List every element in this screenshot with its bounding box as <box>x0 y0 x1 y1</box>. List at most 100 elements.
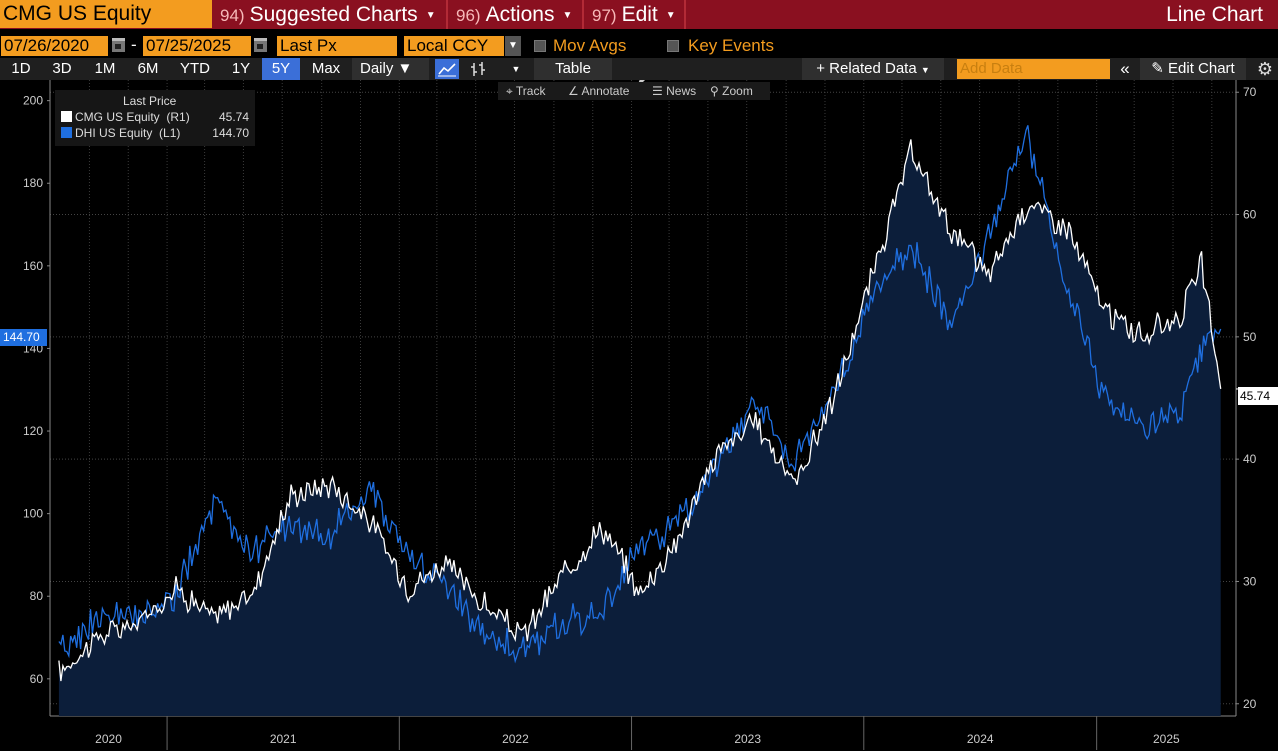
year-label: 2023 <box>734 732 761 746</box>
key-events-label[interactable]: Key Events <box>688 36 774 55</box>
range-1m-button[interactable]: 1M <box>94 60 116 77</box>
magnifier-icon: ⚲ <box>710 84 719 98</box>
chart-legend[interactable]: Last Price CMG US Equity (R1) 45.74 DHI … <box>55 90 255 146</box>
edit-chart-button[interactable]: ✎ Edit Chart <box>1140 58 1246 80</box>
chart-kind-label: Line Chart <box>1166 3 1263 26</box>
menu-label: Actions <box>485 3 555 26</box>
legend-title: Last Price <box>123 94 177 108</box>
actions-menu[interactable]: 96) Actions ▼ <box>448 0 582 29</box>
left-tick-label: 180 <box>23 176 43 190</box>
crosshair-icon: ⌖ <box>506 84 513 98</box>
news-icon: ☰ <box>652 84 663 98</box>
calendar-icon[interactable] <box>112 38 125 52</box>
start-date-field[interactable]: 07/26/2020 <box>1 36 108 56</box>
chevron-down-icon[interactable]: ▼ <box>505 36 521 56</box>
track-tool[interactable]: ⌖ Track <box>502 82 545 100</box>
left-tick-label: 160 <box>23 259 43 273</box>
pencil-icon: ✎ <box>1151 60 1164 77</box>
related-data-dropdown[interactable]: + Related Data ▼ <box>802 58 944 80</box>
year-label: 2024 <box>967 732 994 746</box>
left-tick-label: 100 <box>23 507 43 521</box>
menu-number: 96) <box>456 6 481 25</box>
suggested-charts-menu[interactable]: 94) Suggested Charts ▼ <box>212 0 446 29</box>
menu-number: 97) <box>592 6 617 25</box>
range-5y-button[interactable]: 5Y <box>262 58 300 80</box>
year-label: 2022 <box>502 732 529 746</box>
mov-avgs-checkbox[interactable] <box>534 40 546 52</box>
year-label: 2025 <box>1153 732 1180 746</box>
mov-avgs-label[interactable]: Mov Avgs <box>553 36 627 55</box>
menu-label: Edit <box>621 3 658 26</box>
table-button[interactable]: Table <box>534 58 612 80</box>
legend-series-name: DHI US Equity (L1) <box>75 126 181 140</box>
annotate-label: Annotate <box>581 84 630 98</box>
dhi-last-price-tag: 144.70 <box>0 329 47 346</box>
range-1y-button[interactable]: 1Y <box>231 60 251 77</box>
left-tick-label: 200 <box>23 94 43 108</box>
legend-swatch <box>61 127 72 138</box>
divider <box>582 0 584 29</box>
left-tick-label: 80 <box>30 589 44 603</box>
legend-row-cmg: CMG US Equity (R1) <box>61 110 190 124</box>
date-row: 07/26/2020 - 07/25/2025 Last Px Local CC… <box>0 33 1278 84</box>
chart-tools-bar: ⌖ Track ∠ Annotate ☰ News ⚲ Zoom <box>498 82 770 100</box>
annotate-tool[interactable]: ∠ Annotate <box>564 82 629 100</box>
gear-icon[interactable]: ⚙ <box>1256 59 1273 79</box>
key-events-checkbox[interactable] <box>667 40 679 52</box>
range-6m-button[interactable]: 6M <box>137 60 159 77</box>
left-tick-label: 120 <box>23 424 43 438</box>
frequency-dropdown[interactable]: Daily ▼ <box>352 58 429 80</box>
cmg-last-price-tag: 45.74 <box>1238 387 1278 405</box>
plus-icon: + <box>816 60 825 77</box>
ticker-input[interactable]: CMG US Equity <box>0 0 212 28</box>
news-label: News <box>666 84 697 98</box>
end-date-field[interactable]: 07/25/2025 <box>143 36 251 56</box>
cmg-area-fill <box>58 139 1221 716</box>
zoom-tool[interactable]: ⚲ Zoom <box>706 82 753 100</box>
currency-selector[interactable]: Local CCY <box>404 36 504 56</box>
news-tool[interactable]: ☰ News <box>648 82 696 100</box>
caret-down-icon: ▼ <box>397 60 413 77</box>
cmg-series-line <box>58 139 1222 682</box>
menu-number: 94) <box>220 6 245 25</box>
title-bar: CMG US Equity 94) Suggested Charts ▼ 96) Ac… <box>0 0 1278 29</box>
calendar-icon[interactable] <box>254 38 267 52</box>
left-tick-label: 60 <box>30 672 44 686</box>
bar-chart-icon[interactable] <box>466 59 490 79</box>
track-label: Track <box>515 84 546 98</box>
right-tick-label: 20 <box>1243 697 1257 711</box>
range-1d-button[interactable]: 1D <box>11 60 31 77</box>
caret-down-icon: ▼ <box>665 10 676 21</box>
collapse-chevron-icon[interactable]: « <box>1120 59 1130 78</box>
range-3d-button[interactable]: 3D <box>52 60 72 77</box>
year-label: 2021 <box>270 732 297 746</box>
right-tick-label: 70 <box>1243 85 1257 99</box>
chevron-down-icon[interactable]: ▼ <box>511 64 521 74</box>
line-chart-icon[interactable] <box>435 59 459 79</box>
range-max-button[interactable]: Max <box>311 60 341 77</box>
caret-down-icon: ▼ <box>425 10 436 21</box>
add-data-input[interactable]: Add Data <box>957 59 1110 79</box>
frequency-label: Daily <box>360 60 394 77</box>
related-data-label: Related Data <box>829 60 917 77</box>
year-label: 2020 <box>95 732 122 746</box>
edit-menu[interactable]: 97) Edit ▼ <box>584 0 684 29</box>
legend-row-dhi: DHI US Equity (L1) <box>61 126 180 140</box>
zoom-label: Zoom <box>722 84 753 98</box>
caret-down-icon: ▼ <box>562 10 573 21</box>
right-tick-label: 60 <box>1243 208 1257 222</box>
legend-swatch <box>61 111 72 122</box>
legend-value: 144.70 <box>212 126 249 140</box>
range-ytd-button[interactable]: YTD <box>180 60 210 77</box>
caret-down-icon: ▼ <box>920 65 930 75</box>
right-tick-label: 50 <box>1243 330 1257 344</box>
divider <box>446 0 448 29</box>
edit-chart-label: Edit Chart <box>1168 60 1235 77</box>
dhi-series-line <box>58 125 1222 664</box>
legend-value: 45.74 <box>218 110 249 124</box>
field-selector[interactable]: Last Px <box>277 36 397 56</box>
right-tick-label: 30 <box>1243 574 1257 588</box>
chart-toolbar: 1D 3D 1M 6M YTD 1Y 5Y Max Daily ▼ ▼ Tabl… <box>0 58 1278 80</box>
menu-label: Suggested Charts <box>249 3 418 26</box>
